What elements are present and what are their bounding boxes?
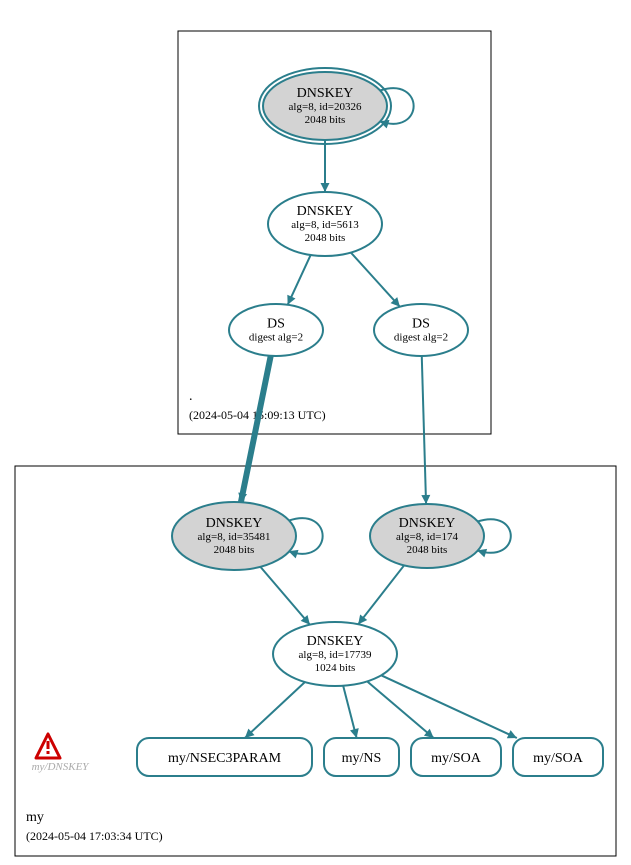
svg-text:alg=8, id=17739: alg=8, id=17739 (299, 649, 372, 661)
svg-text:digest alg=2: digest alg=2 (249, 332, 303, 344)
svg-text:alg=8, id=174: alg=8, id=174 (396, 531, 458, 543)
node-my_zsk: DNSKEYalg=8, id=177391024 bits (273, 622, 397, 686)
zone-timestamp-my: (2024-05-04 17:03:34 UTC) (26, 829, 163, 843)
svg-text:alg=8, id=35481: alg=8, id=35481 (198, 531, 271, 543)
edge-my_zsk-soa2 (381, 675, 517, 738)
svg-text:DNSKEY: DNSKEY (307, 634, 364, 649)
node-soa1: my/SOA (411, 738, 501, 776)
edge-ds_right-my_ksk_right (422, 356, 426, 504)
svg-text:my/NSEC3PARAM: my/NSEC3PARAM (168, 751, 282, 766)
node-ns: my/NS (324, 738, 399, 776)
svg-text:alg=8, id=20326: alg=8, id=20326 (289, 101, 362, 113)
svg-text:2048 bits: 2048 bits (305, 114, 346, 126)
svg-text:my/SOA: my/SOA (533, 751, 584, 766)
svg-text:DNSKEY: DNSKEY (399, 516, 456, 531)
edge-my_ksk_left-my_zsk (260, 567, 310, 625)
node-root_zsk: DNSKEYalg=8, id=56132048 bits (268, 192, 382, 256)
node-my_ksk_right: DNSKEYalg=8, id=1742048 bits (370, 504, 511, 568)
edge-my_ksk_right-my_zsk (358, 565, 404, 624)
warning-label: my/DNSKEY (32, 761, 91, 773)
svg-text:2048 bits: 2048 bits (407, 544, 448, 556)
node-root_ksk: DNSKEYalg=8, id=203262048 bits (259, 68, 414, 144)
svg-text:alg=8, id=5613: alg=8, id=5613 (291, 219, 359, 231)
node-soa2: my/SOA (513, 738, 603, 776)
node-nsec3: my/NSEC3PARAM (137, 738, 312, 776)
node-ds_left: DSdigest alg=2 (229, 304, 323, 356)
svg-text:my/NS: my/NS (342, 751, 382, 766)
svg-text:DS: DS (412, 317, 430, 332)
warning-icon (36, 734, 60, 758)
svg-text:2048 bits: 2048 bits (214, 544, 255, 556)
node-ds_right: DSdigest alg=2 (374, 304, 468, 356)
edge-my_zsk-soa1 (367, 681, 434, 738)
svg-text:DNSKEY: DNSKEY (206, 516, 263, 531)
svg-text:my/SOA: my/SOA (431, 751, 482, 766)
svg-text:1024 bits: 1024 bits (315, 662, 356, 674)
svg-text:digest alg=2: digest alg=2 (394, 332, 448, 344)
zone-title-root: . (189, 389, 193, 404)
svg-text:DNSKEY: DNSKEY (297, 86, 354, 101)
zone-title-my: my (26, 810, 44, 825)
node-my_ksk_left: DNSKEYalg=8, id=354812048 bits (172, 502, 323, 570)
svg-text:2048 bits: 2048 bits (305, 232, 346, 244)
svg-text:DNSKEY: DNSKEY (297, 204, 354, 219)
svg-text:DS: DS (267, 317, 285, 332)
edge-my_zsk-nsec3 (245, 682, 305, 738)
edge-root_zsk-ds_right (351, 253, 400, 307)
